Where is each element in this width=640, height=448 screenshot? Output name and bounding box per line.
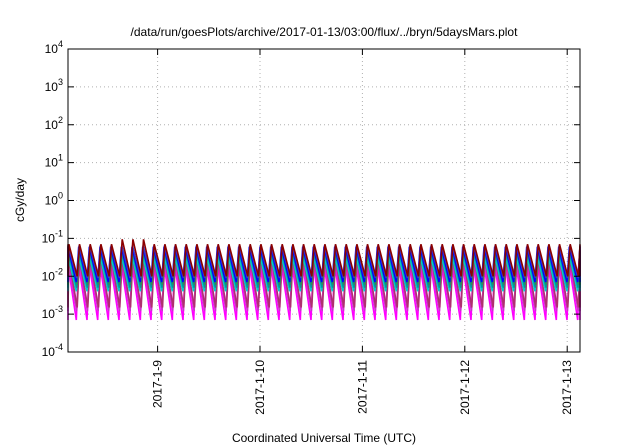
x-tick-label: 2017-1-11 — [355, 360, 369, 414]
x-tick-label: 2017-1-9 — [151, 360, 165, 408]
x-axis-label: Coordinated Universal Time (UTC) — [232, 431, 416, 445]
chart-title: /data/run/goesPlots/archive/2017-01-13/0… — [131, 25, 519, 39]
y-tick-label: 10-2 — [42, 266, 63, 283]
y-tick-label: 10-3 — [42, 304, 63, 321]
y-tick-label: 102 — [45, 115, 63, 132]
y-tick-label: 101 — [45, 153, 63, 170]
y-axis-ticks: 10-4 10-3 10-2 10-1 100 101 102 103 104 — [42, 39, 580, 359]
x-tick-label: 2017-1-12 — [458, 360, 472, 415]
series-line — [67, 258, 581, 308]
y-tick-label: 10-4 — [42, 342, 63, 359]
x-tick-label: 2017-1-10 — [253, 360, 267, 415]
y-axis-label: cGy/day — [13, 178, 27, 222]
y-tick-label: 100 — [45, 191, 63, 208]
y-tick-label: 104 — [45, 39, 63, 56]
y-tick-label: 103 — [45, 77, 63, 94]
series-line — [67, 239, 581, 277]
x-axis-ticks: 2017-1-9 2017-1-10 2017-1-11 2017-1-12 2017-… — [151, 49, 574, 415]
y-tick-label: 10-1 — [42, 228, 63, 245]
data-series — [67, 239, 581, 321]
x-tick-label: 2017-1-13 — [560, 360, 574, 415]
